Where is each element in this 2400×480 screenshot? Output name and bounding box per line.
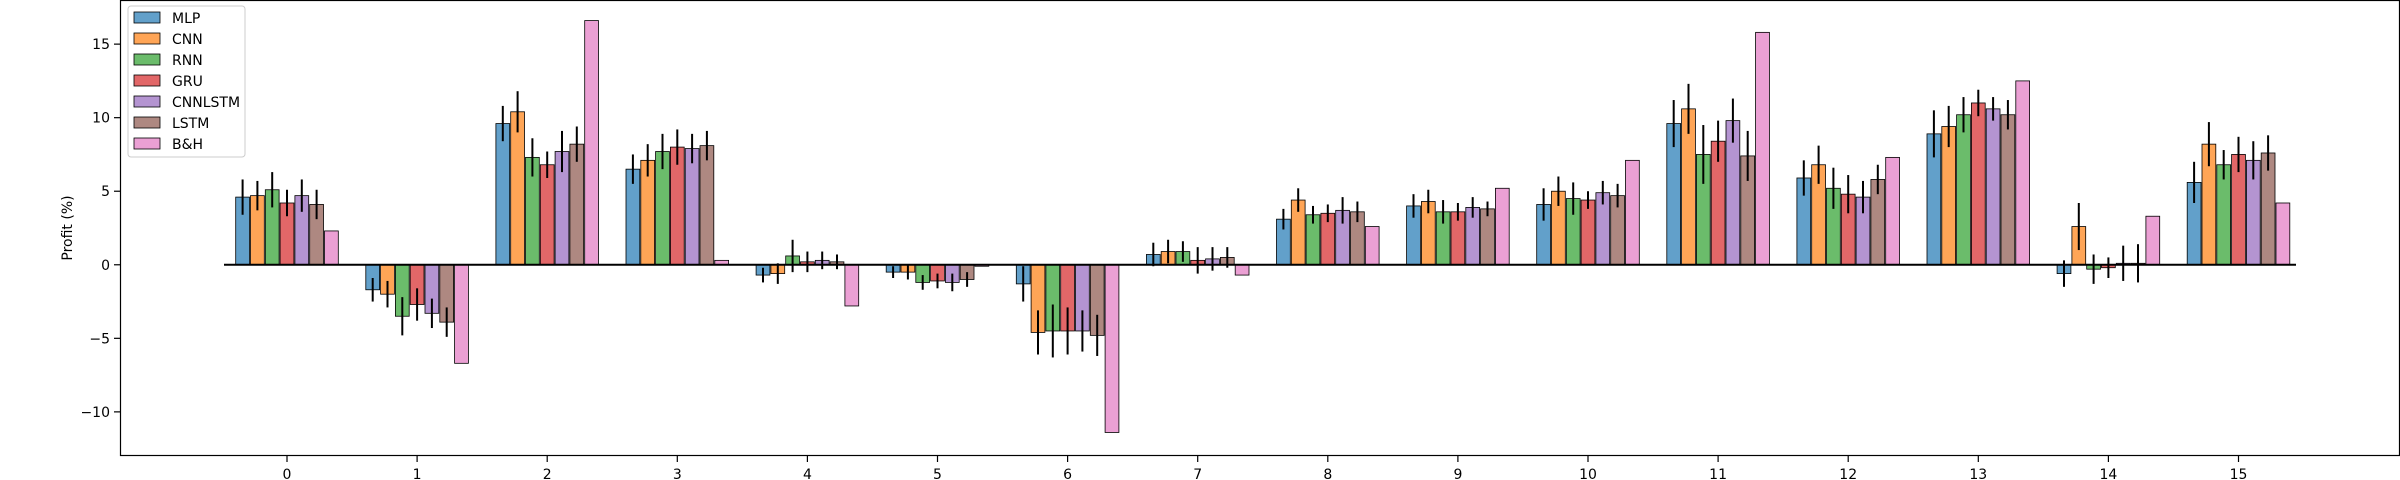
x-tick-label: 5 [933,467,942,480]
bar-bh-0 [324,230,339,266]
y-axis: −10 −5 0 5 10 15 [80,37,120,421]
bar-bh-11 [1755,31,1770,266]
y-tick-label: −5 [89,331,110,347]
x-tick-label: 9 [1453,467,1462,480]
bar-bh-1 [454,264,469,364]
legend-label-mlp: MLP [172,11,200,27]
legend-label-bh: B&H [172,137,203,153]
bar-gru-13 [1971,102,1986,266]
x-tick-label: 1 [413,467,422,480]
legend-label-lstm: LSTM [172,116,209,132]
bar-bh-6 [1104,264,1120,433]
legend-swatch-gru [133,74,161,87]
bar-bh-12 [1885,156,1900,266]
bar-bh-8 [1364,226,1380,266]
bar-bh-7 [1234,264,1250,276]
y-tick-label: 15 [92,37,110,53]
bar-gru-10 [1580,199,1596,266]
bar-lstm-9 [1480,208,1495,266]
legend-label-cnn: CNN [172,32,203,48]
bar-bh-9 [1495,187,1510,266]
bars-layer [235,20,2291,433]
legend-label-gru: GRU [172,74,203,90]
x-tick-label: 2 [543,467,552,480]
x-tick-label: 15 [2230,467,2248,480]
legend-items: MLP CNN RNN GRU CNNLSTM LSTM B&H [133,11,240,153]
bar-rnn-13 [1956,114,1971,266]
x-tick-label: 14 [2099,467,2117,480]
legend: MLP CNN RNN GRU CNNLSTM LSTM B&H [127,5,246,158]
bar-lstm-2 [569,143,585,266]
y-axis-label: Profit (%) [60,195,76,260]
legend-swatch-rnn [133,53,161,66]
bar-cnnlstm-13 [1985,108,2001,266]
legend-swatch-bh [133,137,161,150]
x-tick-label: 12 [1839,467,1857,480]
x-axis: 0 1 2 3 4 5 6 7 8 9 10 11 12 13 14 15 [283,456,2248,480]
legend-label-cnnlstm: CNNLSTM [172,95,240,111]
plot-background [120,0,2400,456]
x-tick-label: 7 [1193,467,1202,480]
y-tick-label: 0 [101,258,110,274]
bar-gru-3 [670,146,685,266]
legend-swatch-cnnlstm [133,95,161,108]
legend-label-rnn: RNN [172,53,203,69]
x-tick-label: 11 [1709,467,1727,480]
bar-lstm-13 [2000,114,2016,266]
x-tick-label: 10 [1579,467,1597,480]
bar-bh-4 [844,264,860,307]
bar-rnn-15 [2216,164,2232,266]
bar-bh-15 [2275,202,2291,266]
x-tick-label: 13 [1969,467,1987,480]
bar-lstm-3 [699,145,715,266]
bar-gru-2 [539,164,555,266]
bar-bh-10 [1625,159,1640,266]
x-tick-label: 0 [283,467,292,480]
x-tick-label: 8 [1323,467,1332,480]
bar-bh-2 [584,20,599,266]
bar-cnn-2 [510,111,525,266]
legend-swatch-cnn [133,32,161,45]
y-tick-label: 10 [92,111,110,127]
x-tick-label: 4 [803,467,812,480]
bar-bh-13 [2015,80,2031,266]
bar-bh-14 [2145,215,2161,266]
bar-cnn-13 [1941,126,1957,266]
y-tick-label: 5 [101,184,110,200]
bar-cnnlstm-3 [684,148,700,266]
y-tick-label: −10 [80,405,110,421]
legend-swatch-lstm [133,116,161,129]
x-tick-label: 3 [673,467,682,480]
x-tick-label: 6 [1063,467,1072,480]
error-bars-layer [241,83,2270,358]
legend-swatch-mlp [133,11,161,24]
bar-mlp-2 [495,123,511,266]
